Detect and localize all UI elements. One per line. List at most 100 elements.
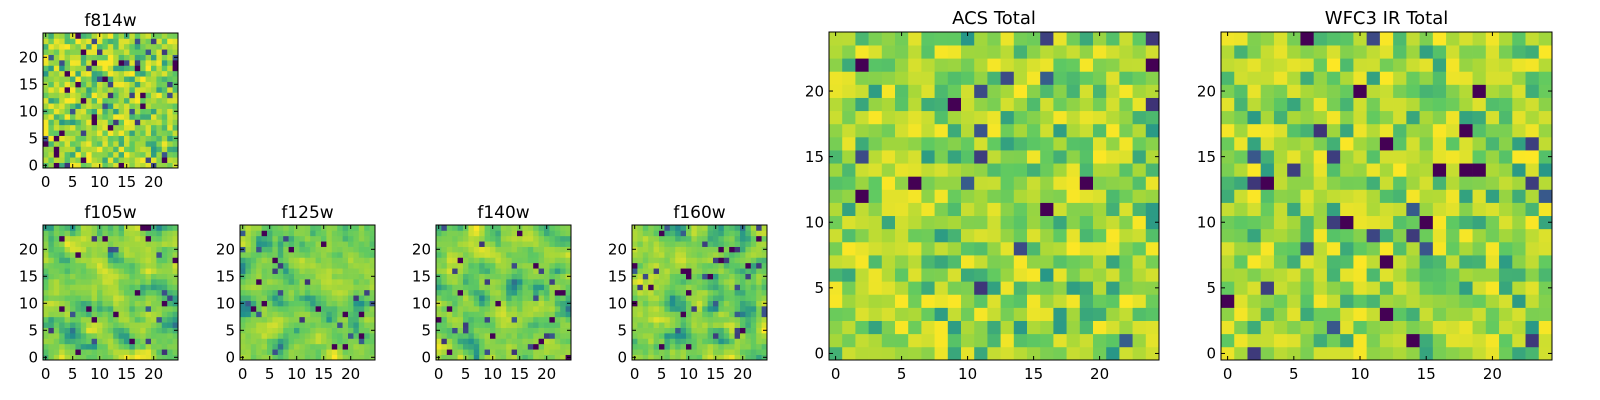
heatmap-cell [53, 268, 60, 274]
heatmap-cell [527, 279, 534, 285]
heatmap-cell [632, 289, 638, 296]
heatmap-cell [1419, 84, 1434, 98]
heatmap-cell [43, 333, 49, 339]
heatmap-cell [1406, 255, 1420, 269]
heatmap-cell [1419, 150, 1434, 164]
heatmap-cell [364, 295, 370, 301]
heatmap-cell [1313, 136, 1328, 151]
heatmap-cell [517, 279, 523, 285]
heatmap-cell [702, 284, 708, 291]
heatmap-cell [1393, 136, 1407, 151]
heatmap-cell [1013, 268, 1028, 282]
heatmap-cell [256, 327, 262, 334]
heatmap-cell [124, 65, 130, 72]
heatmap-cell [713, 230, 719, 237]
heatmap-cell [369, 225, 376, 231]
heatmap-cell [267, 322, 273, 328]
heatmap-cell [961, 255, 975, 269]
heatmap-cell [463, 349, 469, 355]
heatmap-cell [1040, 123, 1054, 138]
heatmap-cell [1313, 32, 1328, 46]
heatmap-cell [1512, 123, 1526, 138]
heatmap-cell [734, 349, 741, 355]
heatmap-cell [740, 273, 746, 280]
heatmap-cell [1353, 333, 1367, 348]
heatmap-cell [908, 241, 922, 256]
y-tick-label: 5 [225, 322, 235, 340]
heatmap-cell [1221, 97, 1235, 112]
heatmap-cell [468, 327, 475, 334]
heatmap-cell [129, 151, 136, 158]
heatmap-cell [80, 252, 87, 258]
heatmap-cell [664, 257, 671, 264]
heatmap-cell [538, 349, 545, 355]
y-tick-label: 15 [805, 148, 824, 166]
heatmap-cell [64, 252, 71, 258]
heatmap-cell [1419, 45, 1434, 59]
heatmap-cell [1446, 320, 1460, 335]
heatmap-cell [511, 300, 518, 307]
heatmap-cell [761, 230, 768, 237]
heatmap-cell [348, 241, 354, 247]
heatmap-cell [1273, 346, 1288, 361]
y-tick-labels: 0 5 10 15 20 [805, 82, 824, 362]
heatmap-cell [1260, 163, 1275, 177]
heatmap-cell [511, 327, 518, 334]
heatmap-cell [80, 322, 87, 328]
heatmap-cell [506, 252, 512, 258]
heatmap-cell [140, 268, 146, 274]
heatmap-cell [1313, 176, 1328, 190]
heatmap-cell [167, 70, 173, 77]
heatmap-cell [446, 349, 453, 355]
heatmap-cell [974, 202, 988, 217]
heatmap-cell [156, 241, 163, 247]
heatmap-cell [315, 262, 322, 269]
heatmap-cell [675, 333, 681, 339]
heatmap-cell [80, 92, 87, 99]
heatmap-cell [256, 349, 262, 355]
heatmap-cell [59, 81, 65, 88]
heatmap-cell [1419, 307, 1434, 321]
heatmap-cell [250, 327, 257, 334]
heatmap-cell [1459, 228, 1473, 243]
heatmap-cell [80, 327, 87, 334]
heatmap-cell [734, 333, 741, 339]
heatmap-cell [294, 235, 300, 242]
heatmap-cell [134, 241, 141, 247]
heatmap-cell [299, 311, 306, 318]
heatmap-cell [1066, 294, 1081, 308]
heatmap-cell [637, 306, 644, 312]
heatmap-cell [113, 60, 119, 66]
heatmap-cell [446, 273, 453, 280]
heatmap-cell [91, 108, 98, 115]
heatmap-cell [369, 333, 376, 339]
heatmap-cell [337, 338, 343, 345]
heatmap-cell [129, 43, 136, 50]
heatmap-cell [53, 33, 60, 39]
heatmap-cell [1000, 320, 1015, 335]
heatmap-cell [686, 257, 692, 264]
heatmap-cell [288, 306, 295, 312]
heatmap-cell [734, 252, 741, 258]
heatmap-cell [1353, 176, 1367, 190]
heatmap-cell [1313, 294, 1328, 308]
heatmap-cell [124, 114, 130, 120]
heatmap-cell [868, 123, 883, 138]
heatmap-cell [245, 225, 252, 231]
heatmap-cell [1132, 333, 1147, 348]
heatmap-cell [908, 281, 922, 295]
heatmap-cell [750, 311, 757, 318]
heatmap-cell [1419, 346, 1434, 361]
heatmap-cell [1512, 333, 1526, 348]
heatmap-cell [134, 54, 141, 61]
heatmap-cell [364, 354, 370, 361]
heatmap-cell [490, 279, 496, 285]
heatmap-cell [113, 257, 119, 264]
heatmap-cell [272, 343, 279, 350]
heatmap-cell [702, 235, 708, 242]
heatmap-cell [473, 246, 480, 253]
heatmap-cell [707, 289, 714, 296]
heatmap-cells [1221, 32, 1553, 361]
heatmap-cell [53, 114, 60, 120]
heatmap-cell [53, 146, 60, 153]
